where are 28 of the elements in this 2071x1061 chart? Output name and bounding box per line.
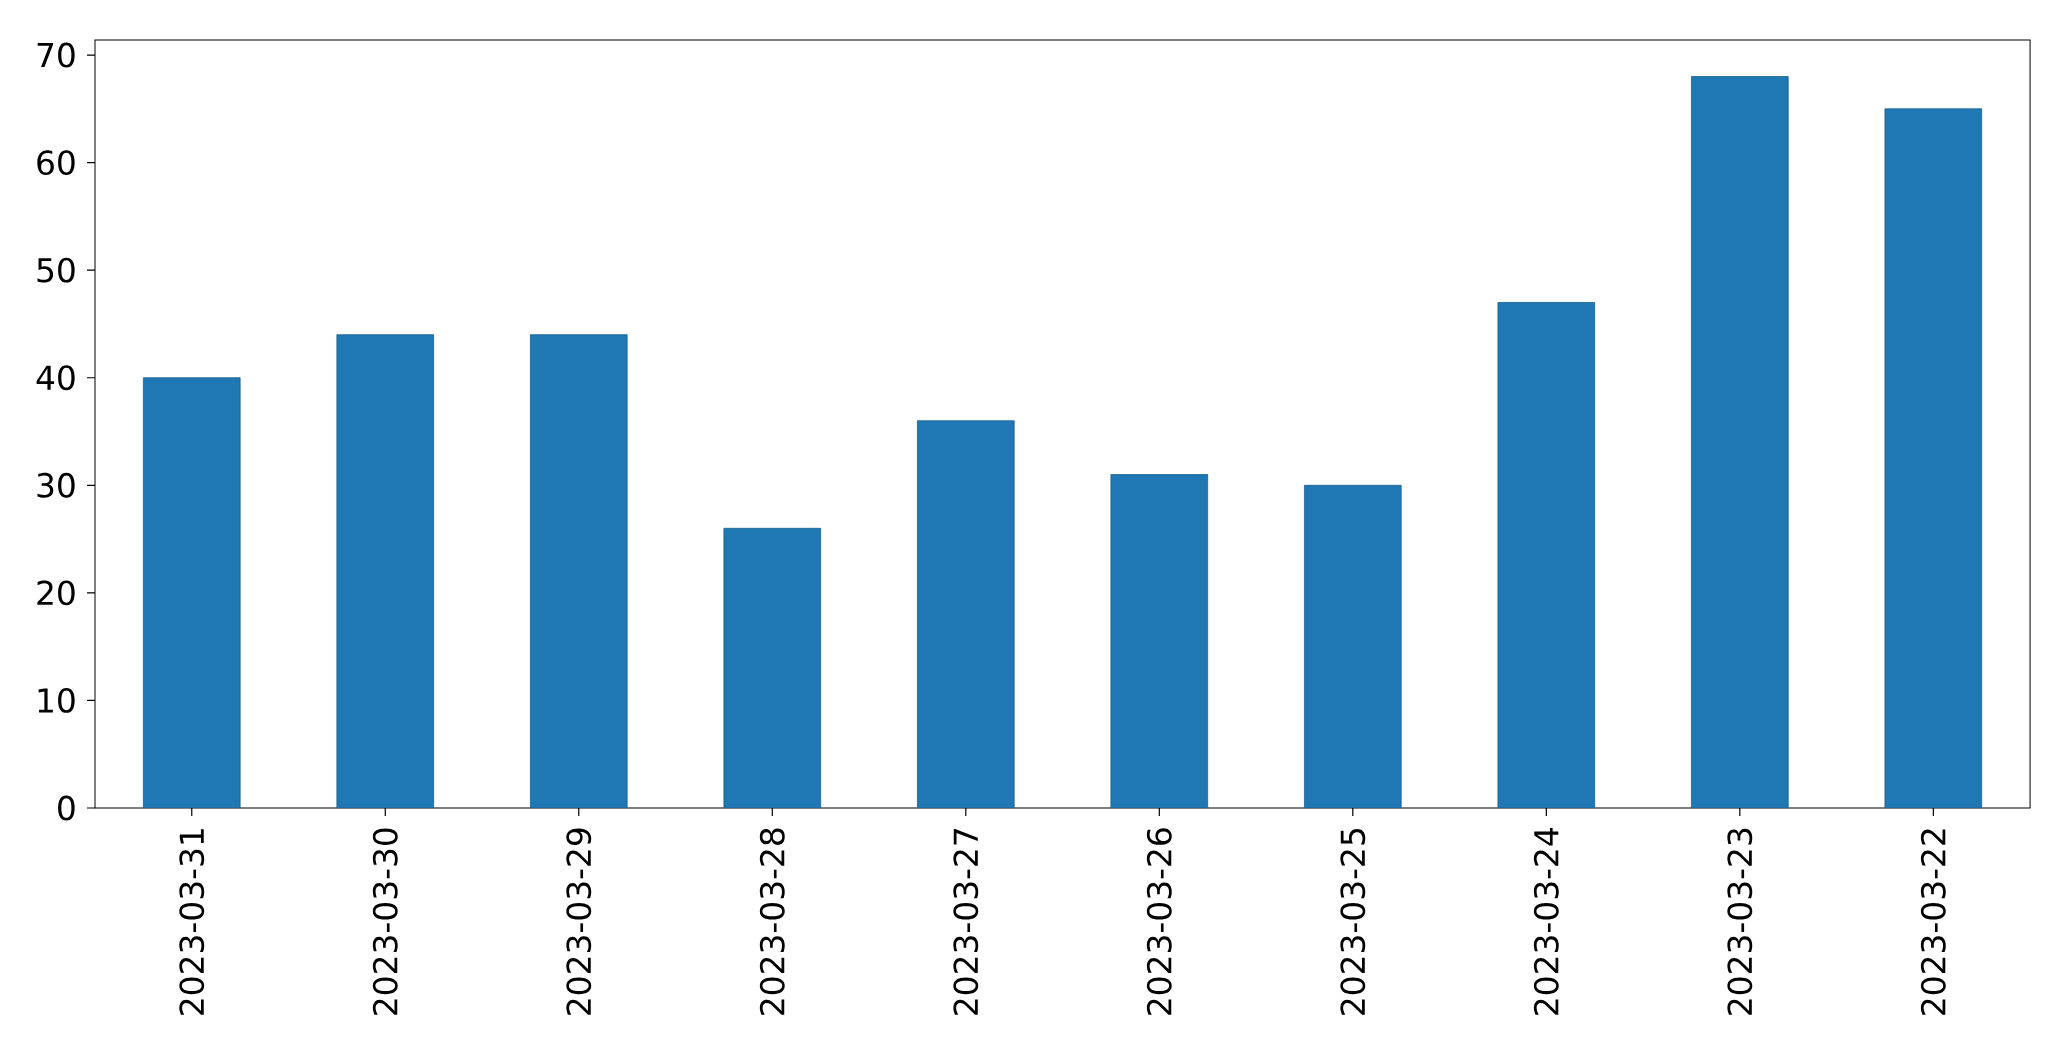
bar <box>530 334 628 808</box>
bar <box>1110 474 1209 808</box>
x-tick-label: 2023-03-31 <box>179 829 205 1015</box>
y-tick-label: 40 <box>36 365 75 391</box>
y-tick-label: 30 <box>37 472 75 498</box>
y-tick-label: 10 <box>38 687 75 713</box>
x-tick-label: 2023-03-23 <box>1727 828 1753 1015</box>
x-tick-label: 2023-03-24 <box>1533 828 1559 1015</box>
y-tick-label: 70 <box>37 42 75 68</box>
y-tick-label: 60 <box>37 150 75 176</box>
x-tick-label: 2023-03-26 <box>1146 828 1172 1015</box>
x-tick-label: 2023-03-27 <box>953 829 979 1015</box>
bar <box>336 334 435 808</box>
y-tick-label: 0 <box>58 795 75 821</box>
y-tick-label: 20 <box>37 580 75 606</box>
x-tick-label: 2023-03-30 <box>372 828 398 1015</box>
x-tick-label: 2023-03-29 <box>566 828 592 1015</box>
x-tick-label: 2023-03-22 <box>1920 829 1946 1015</box>
bar <box>917 420 1015 808</box>
bar <box>142 377 241 808</box>
bar <box>1691 76 1789 808</box>
x-tick-label: 2023-03-25 <box>1340 829 1366 1015</box>
bar <box>1304 484 1402 808</box>
y-tick-label: 50 <box>37 257 75 283</box>
bar <box>1884 108 1983 808</box>
x-tick-label: 2023-03-28 <box>759 828 785 1015</box>
bar <box>723 527 822 808</box>
bar <box>1497 302 1596 808</box>
